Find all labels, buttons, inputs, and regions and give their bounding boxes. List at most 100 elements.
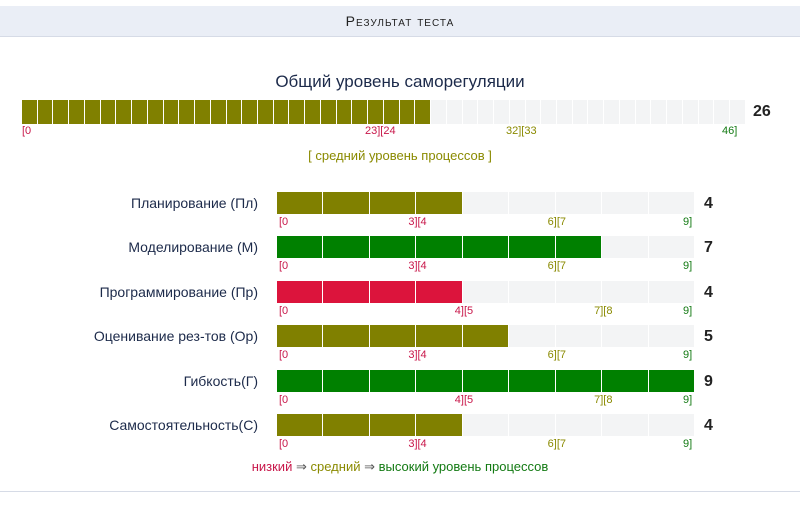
bar-segment-empty [602,236,649,258]
bar-segment-filled [399,100,416,124]
scale-tick-label: [0 [279,438,289,450]
bar-segment-filled [323,281,370,303]
bar-segment-empty [602,192,649,214]
panel-bottom-border [0,491,800,492]
scale-label: Оценивание рез-тов (Ор) [93,328,258,344]
bar-segment-empty [462,192,510,214]
scale-tick-label: 3][4 [408,438,427,450]
bar-segment-filled [336,100,353,124]
bar-segment-filled [369,236,417,258]
bar-segment-filled [383,100,400,124]
bar-segment-filled [277,192,324,214]
bar-segment-empty [509,192,556,214]
bar-segment-filled [602,370,649,392]
scale-tick-label: 3][4 [408,216,427,228]
overall-progress-bar [22,100,746,124]
bar-segment-empty [494,100,510,124]
bar-segment-filled [368,100,384,124]
overall-tick-2: 32][33 [506,125,537,137]
overall-level-text: [ средний уровень процессов ] [308,148,492,163]
bar-segment-filled [37,100,54,124]
scale-progress-bar [277,414,695,436]
bar-segment-filled [277,414,324,436]
bar-segment-filled [226,100,243,124]
bar-segment-empty [462,281,510,303]
bar-segment-empty [588,100,605,124]
bar-segment-filled [289,100,306,124]
bar-segment-empty [602,414,649,436]
bar-segment-empty [431,100,447,124]
scale-tick-label: 9] [683,305,693,317]
bar-segment-filled [179,100,196,124]
bar-segment-empty [462,100,479,124]
legend-high: высокий уровень процессов [378,459,549,474]
bar-segment-empty [509,414,556,436]
bar-segment-filled [258,100,274,124]
bar-segment-filled [555,236,603,258]
bar-segment-filled [369,192,417,214]
bar-segment-empty [509,281,556,303]
bar-segment-empty [730,100,746,124]
scale-tick-label: [0 [279,305,289,317]
overall-title: Общий уровень саморегуляции [275,72,525,91]
bar-segment-empty [602,325,649,347]
bar-segment-filled [323,370,370,392]
bar-segment-empty [555,325,603,347]
bar-segment-filled [509,370,556,392]
bar-segment-empty [509,325,556,347]
bar-segment-empty [648,414,695,436]
legend-low: низкий [251,459,293,474]
bar-segment-filled [509,236,556,258]
bar-segment-filled [22,100,38,124]
scale-tick-label: 3][4 [408,349,427,361]
bar-segment-filled [100,100,117,124]
bar-segment-filled [416,236,463,258]
scale-tick-label: 3][4 [408,260,427,272]
scale-tick-label: 9] [683,260,693,272]
bar-segment-filled [320,100,337,124]
scale-score: 9 [704,373,713,390]
bar-segment-filled [53,100,70,124]
scale-progress-bar [277,192,695,214]
bar-segment-filled [415,100,432,124]
bar-segment-filled [369,325,417,347]
overall-tick-1: 23][24 [365,125,396,137]
bar-segment-filled [277,370,324,392]
bar-segment-filled [163,100,180,124]
scale-label: Моделирование (М) [128,239,258,255]
bar-segment-empty [572,100,589,124]
bar-segment-filled [462,370,510,392]
scale-score: 5 [704,328,713,345]
bar-segment-empty [525,100,542,124]
bar-segment-empty [555,192,603,214]
bar-segment-empty [556,100,573,124]
bar-segment-empty [555,414,603,436]
bar-segment-filled [416,281,463,303]
scale-score: 7 [704,239,713,256]
bar-segment-empty [478,100,495,124]
scale-score: 4 [704,195,713,212]
scale-progress-bar [277,236,695,258]
bar-segment-empty [648,281,695,303]
scale-tick-label: 9] [683,349,693,361]
bar-segment-empty [682,100,699,124]
scale-tick-label: [0 [279,260,289,272]
bar-segment-filled [555,370,603,392]
scale-label: Программирование (Пр) [99,284,258,300]
scale-score: 4 [704,284,713,301]
bar-segment-filled [242,100,259,124]
scale-tick-label: 6][7 [547,216,567,228]
bar-segment-filled [323,236,370,258]
bar-segment-filled [277,236,324,258]
bar-segment-empty [446,100,463,124]
bar-segment-empty [602,281,649,303]
bar-segment-filled [305,100,321,124]
bar-segment-empty [619,100,636,124]
bar-segment-empty [462,414,510,436]
scale-label: Гибкость(Г) [183,373,258,389]
bar-segment-empty [635,100,652,124]
scale-tick-label: 7][8 [594,394,613,406]
bar-segment-filled [369,370,417,392]
bar-segment-filled [84,100,101,124]
bar-segment-filled [116,100,133,124]
